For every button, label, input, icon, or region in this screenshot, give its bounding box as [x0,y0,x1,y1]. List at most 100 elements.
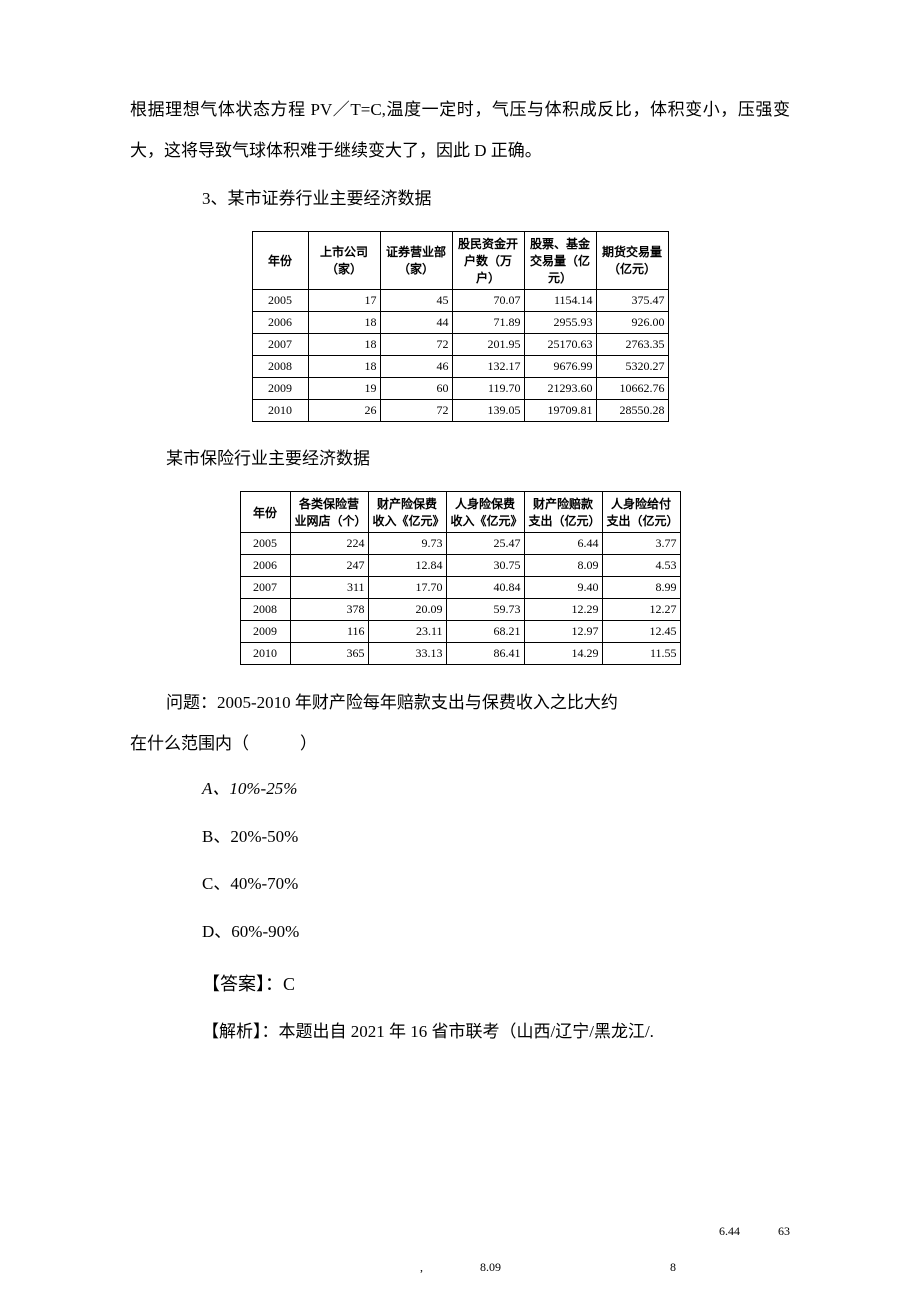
option-c: C、40%-70% [202,860,790,908]
table-cell: 2008 [240,599,290,621]
table-cell: 5320.27 [596,355,668,377]
table-row: 201036533.1386.4114.2911.55 [240,643,680,665]
question-line-1: 问题：2005-2010 年财产险每年赔款支出与保费收入之比大约 [166,693,618,712]
table-cell: 12.45 [602,621,680,643]
table-cell: 20.09 [368,599,446,621]
table-cell: 18 [308,355,380,377]
table-cell: 12.29 [524,599,602,621]
table-cell: 21293.60 [524,377,596,399]
frag-e: 8 [670,1260,676,1275]
table-row: 200731117.7040.849.408.99 [240,577,680,599]
table-cell: 2005 [252,289,308,311]
table-cell: 44 [380,311,452,333]
table-cell: 25.47 [446,533,524,555]
table-row: 200624712.8430.758.094.53 [240,555,680,577]
table-cell: 72 [380,333,452,355]
col-year: 年份 [240,492,290,533]
table-cell: 68.21 [446,621,524,643]
table-cell: 6.44 [524,533,602,555]
table-cell: 14.29 [524,643,602,665]
insurance-tbody: 20052249.7325.476.443.77200624712.8430.7… [240,533,680,665]
table-cell: 8.09 [524,555,602,577]
table-cell: 378 [290,599,368,621]
col-futures: 期货交易量（亿元） [596,231,668,289]
table-cell: 45 [380,289,452,311]
col-year: 年份 [252,231,308,289]
frag-c: , [420,1260,423,1275]
col-life-premium: 人身险保费收入《亿元》 [446,492,524,533]
table-cell: 18 [308,311,380,333]
table-cell: 224 [290,533,368,555]
col-life-payout: 人身险给付支出（亿元） [602,492,680,533]
question-3-heading: 3、某市证券行业主要经济数据 [202,180,790,217]
table-cell: 2009 [252,377,308,399]
insurance-heading: 某市保险行业主要经济数据 [166,440,790,477]
table-cell: 40.84 [446,577,524,599]
table-cell: 19 [308,377,380,399]
table-cell: 119.70 [452,377,524,399]
table-cell: 30.75 [446,555,524,577]
table-cell: 9.40 [524,577,602,599]
table-cell: 2007 [252,333,308,355]
question-text: 问题：2005-2010 年财产险每年赔款支出与保费收入之比大约 在什么范围内（… [130,683,790,765]
col-outlets: 各类保险营业网店（个） [290,492,368,533]
table-cell: 139.05 [452,399,524,421]
table-header-row: 年份 各类保险营业网店（个） 财产险保费收入《亿元》 人身险保费收入《亿元》 财… [240,492,680,533]
table-cell: 12.97 [524,621,602,643]
table-cell: 2008 [252,355,308,377]
table-cell: 71.89 [452,311,524,333]
table-cell: 19709.81 [524,399,596,421]
table-cell: 247 [290,555,368,577]
table-row: 20052249.7325.476.443.77 [240,533,680,555]
table-cell: 8.99 [602,577,680,599]
col-prop-premium: 财产险保费收入《亿元》 [368,492,446,533]
table-cell: 46 [380,355,452,377]
table-row: 200911623.1168.2112.9712.45 [240,621,680,643]
question-line-2: 在什么范围内（ ） [130,734,317,753]
table-cell: 4.53 [602,555,680,577]
table-row: 20091960119.7021293.6010662.76 [252,377,668,399]
frag-b: 63 [778,1224,790,1239]
table-cell: 10662.76 [596,377,668,399]
col-listed: 上市公司（家） [308,231,380,289]
table-cell: 11.55 [602,643,680,665]
table-cell: 86.41 [446,643,524,665]
table-cell: 2955.93 [524,311,596,333]
table-cell: 311 [290,577,368,599]
table-cell: 60 [380,377,452,399]
option-d: D、60%-90% [202,908,790,956]
table-row: 2005174570.071154.14375.47 [252,289,668,311]
table-cell: 18 [308,333,380,355]
table-cell: 2010 [252,399,308,421]
table-cell: 25170.63 [524,333,596,355]
frag-d: 8.09 [480,1260,501,1275]
table-row: 200837820.0959.7312.2912.27 [240,599,680,621]
answer-label: 【答案】：C [202,961,790,1008]
table-row: 2006184471.892955.93926.00 [252,311,668,333]
table-cell: 2005 [240,533,290,555]
table-cell: 12.84 [368,555,446,577]
table-cell: 3.77 [602,533,680,555]
table-cell: 26 [308,399,380,421]
col-branches: 证券营业部（家） [380,231,452,289]
table-cell: 926.00 [596,311,668,333]
securities-table: 年份 上市公司（家） 证券营业部（家） 股民资金开户数（万户） 股票、基金交易量… [252,231,669,422]
table-cell: 365 [290,643,368,665]
table-cell: 9.73 [368,533,446,555]
table-cell: 2006 [240,555,290,577]
table-cell: 2763.35 [596,333,668,355]
col-prop-payout: 财产险赔款支出（亿元） [524,492,602,533]
table-row: 20102672139.0519709.8128550.28 [252,399,668,421]
col-stock-fund: 股票、基金交易量（亿元） [524,231,596,289]
table-cell: 23.11 [368,621,446,643]
table-cell: 70.07 [452,289,524,311]
table-cell: 17 [308,289,380,311]
table-cell: 132.17 [452,355,524,377]
insurance-table: 年份 各类保险营业网店（个） 财产险保费收入《亿元》 人身险保费收入《亿元》 财… [240,491,681,665]
table-row: 20071872201.9525170.632763.35 [252,333,668,355]
intro-paragraph: 根据理想气体状态方程 PV／T=C,温度一定时，气压与体积成反比，体积变小，压强… [130,90,790,172]
table-cell: 17.70 [368,577,446,599]
table-cell: 2010 [240,643,290,665]
table-cell: 59.73 [446,599,524,621]
table-cell: 2006 [252,311,308,333]
